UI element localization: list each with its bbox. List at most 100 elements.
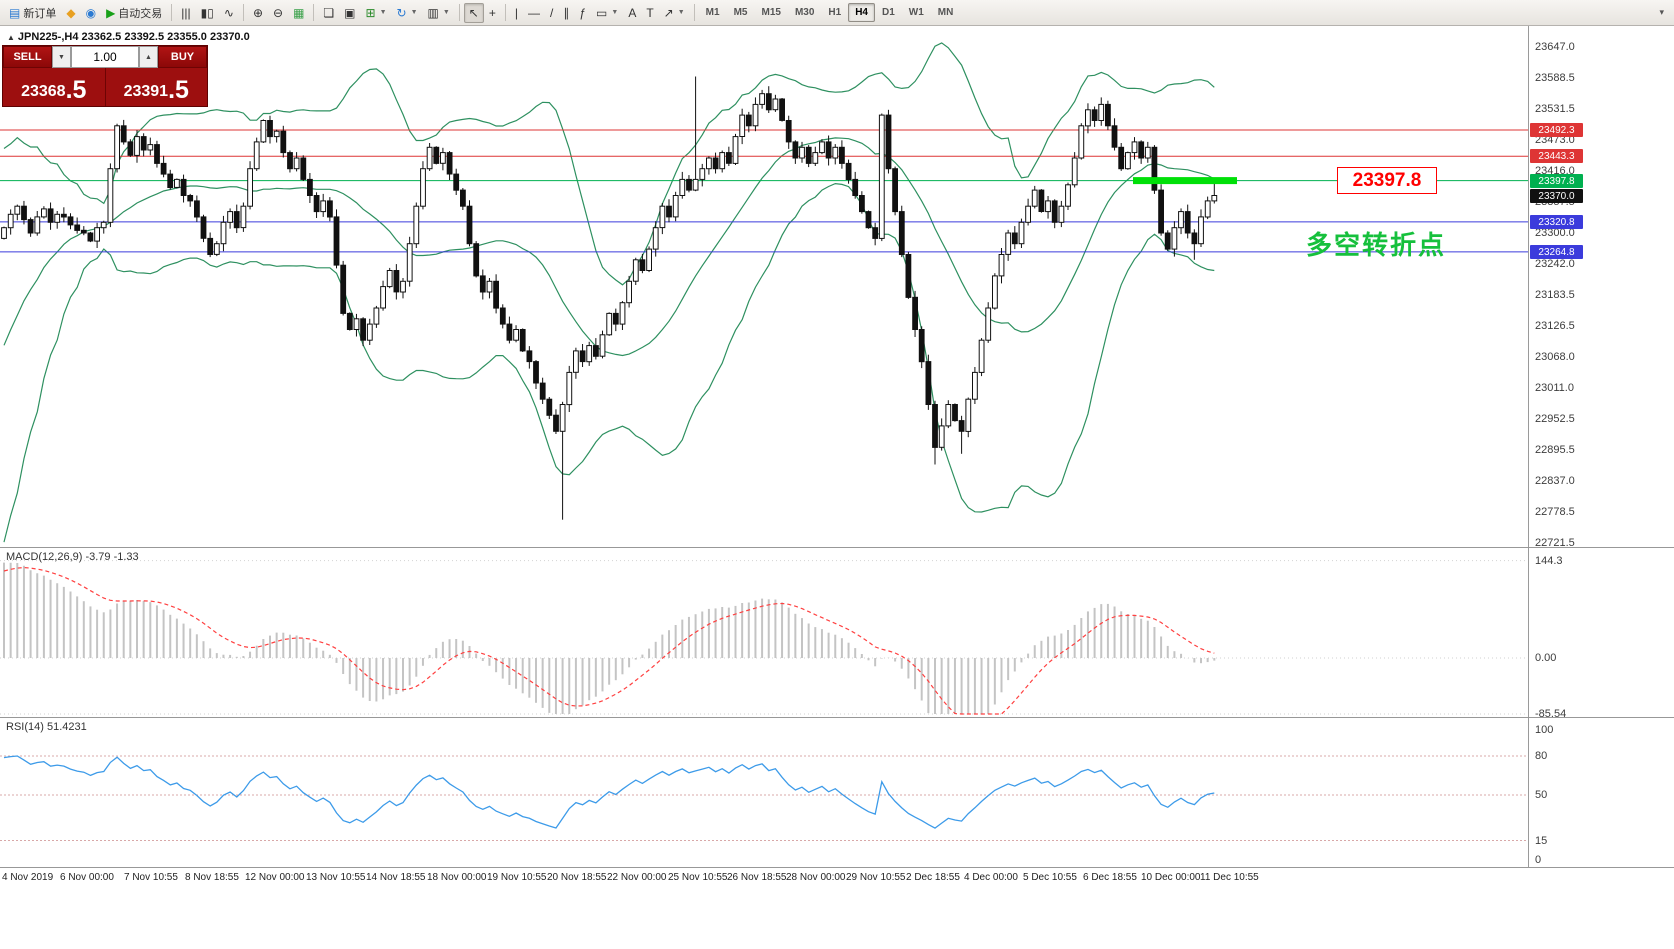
volume-input[interactable] [71, 46, 139, 68]
channel-button[interactable]: ∥ [558, 3, 574, 23]
tile-windows-button[interactable]: ❏ [318, 3, 339, 23]
candlestick-mode-icon: ▮▯ [200, 5, 214, 20]
navigator-button[interactable]: ◉ [81, 3, 101, 23]
market-watch-button[interactable]: ◆ [61, 3, 80, 23]
timeframe-h4[interactable]: H4 [848, 3, 875, 22]
new-chart-button[interactable]: ⊞ ▼ [361, 3, 392, 23]
timeframe-m5[interactable]: M5 [733, 7, 748, 18]
sell-price[interactable]: 23368.5 [3, 68, 105, 106]
autotrading-button-label: 自动交易 [118, 7, 163, 20]
indicators-button[interactable]: ▦ [288, 3, 309, 23]
volume-decrease-button[interactable]: ▼ [52, 46, 71, 68]
chevron-down-icon: ▼ [442, 9, 450, 16]
time-axis[interactable]: 4 Nov 2019 6 Nov 00:00 7 Nov 10:55 8 Nov 18… [0, 867, 1674, 889]
rsi-plot[interactable] [0, 718, 1528, 867]
trendline-button[interactable]: / [545, 3, 558, 23]
timeframe-m1[interactable]: M1 [705, 7, 720, 18]
shapes-icon: ▭ [596, 5, 608, 20]
horizontal-line-button[interactable]: — [523, 3, 545, 23]
price-tick: 23531.5 [1535, 103, 1575, 115]
autotrading-button[interactable]: ▶ 自动交易 [101, 3, 167, 23]
profiles-icon: ↻ [396, 5, 407, 20]
line-chart-button[interactable]: ∿ [219, 3, 239, 23]
price-tick: 23126.5 [1535, 320, 1575, 332]
price-axis[interactable]: 23647.023588.523531.523473.023416.023357… [1528, 26, 1674, 547]
fibonacci-icon: ƒ [579, 5, 587, 20]
cursor-button[interactable]: ↖ [463, 2, 484, 23]
macd-axis-label: 144.3 [1535, 555, 1563, 567]
timeframe-m15[interactable]: M15 [761, 7, 781, 18]
toolbar-separator [313, 4, 315, 21]
sell-button[interactable]: SELL [3, 46, 52, 68]
time-label: 25 Nov 10:55 [668, 872, 728, 883]
chevron-down-icon: ▼ [379, 9, 387, 16]
horizontal-line-icon: — [528, 5, 540, 20]
price-tag-23264.8: 23264.8 [1530, 245, 1583, 259]
candlestick-mode-button[interactable]: ▮▯ [196, 3, 219, 23]
time-label: 4 Dec 00:00 [964, 872, 1018, 883]
price-tag-23370.0: 23370.0 [1530, 189, 1583, 203]
volume-increase-button[interactable]: ▲ [139, 46, 158, 68]
new-order-button[interactable]: ▤ 新订单 [4, 3, 61, 23]
price-tick: 22778.5 [1535, 506, 1575, 518]
profiles-button[interactable]: ↻ ▼ [392, 3, 423, 23]
timeframe-w1[interactable]: W1 [908, 7, 924, 18]
crosshair-button[interactable]: + [484, 3, 501, 23]
toolbar-separator [693, 4, 695, 21]
sell-price-base: 23368 [21, 83, 66, 100]
price-tag-23397.8: 23397.8 [1530, 174, 1583, 188]
toolbar-separator [458, 4, 460, 21]
new-order-icon: ▤ [9, 5, 21, 20]
candlestick-plot[interactable] [0, 26, 1528, 547]
chevron-down-icon: ▼ [410, 9, 418, 16]
buy-price-base: 23391 [123, 83, 169, 100]
timeframe-m30[interactable]: M30 [794, 7, 815, 18]
ohlc-bars-button[interactable]: ||| [176, 3, 195, 23]
time-label: 13 Nov 10:55 [306, 872, 366, 883]
window-bottom-spacer [0, 889, 1674, 949]
cascade-windows-button[interactable]: ▣ [339, 3, 360, 23]
rsi-axis-label: 0 [1535, 854, 1542, 866]
rsi-axis-label: 15 [1535, 835, 1548, 847]
shapes-button[interactable]: ▭ ▼ [591, 3, 623, 23]
toolbar-overflow-button[interactable]: ▾ [1659, 7, 1664, 17]
time-label: 22 Nov 00:00 [607, 872, 667, 883]
autotrading-icon: ▶ [106, 5, 116, 20]
macd-label: MACD(12,26,9) -3.79 -1.33 [6, 551, 139, 563]
chart-expand-icon: ▲ [7, 33, 15, 42]
time-label: 26 Nov 18:55 [727, 872, 787, 883]
arrows-button[interactable]: ↗ ▼ [659, 3, 690, 23]
timeframe-mn[interactable]: MN [937, 7, 954, 18]
buy-button[interactable]: BUY [158, 46, 207, 68]
time-label: 8 Nov 18:55 [185, 872, 239, 883]
price-tick: 23242.0 [1535, 258, 1575, 270]
macd-panel: MACD(12,26,9) -3.79 -1.33 144.3 0.00 -85.5… [0, 547, 1674, 717]
arrows-icon: ↗ [663, 5, 674, 20]
zoom-out-button[interactable]: ⊖ [268, 3, 288, 23]
chart-window: ▲ JPN225-,H4 23362.5 23392.5 23355.0 2337… [0, 26, 1674, 949]
crosshair-icon: + [488, 5, 496, 20]
fibonacci-button[interactable]: ƒ [574, 3, 591, 23]
price-tick: 22721.5 [1535, 537, 1575, 547]
vertical-line-button[interactable]: | [510, 3, 523, 23]
rsi-axis[interactable]: 100 80 50 15 0 [1528, 718, 1674, 867]
time-label: 29 Nov 10:55 [846, 872, 906, 883]
label-button[interactable]: T [641, 3, 658, 23]
time-label: 6 Nov 00:00 [60, 872, 114, 883]
buy-price[interactable]: 23391.5 [106, 68, 208, 106]
timeframe-d1[interactable]: D1 [881, 7, 895, 18]
templates-button[interactable]: ▥ ▼ [423, 3, 455, 23]
price-tick: 23183.5 [1535, 289, 1575, 301]
macd-axis-label: 0.00 [1535, 652, 1557, 664]
timeframe-h1[interactable]: H1 [828, 7, 842, 18]
zoom-in-button[interactable]: ⊕ [248, 3, 268, 23]
buy-price-pips: .5 [168, 75, 189, 104]
time-label: 7 Nov 10:55 [124, 872, 178, 883]
macd-plot[interactable] [0, 548, 1528, 717]
toolbar-separator [242, 4, 244, 21]
toolbar-separator [504, 4, 506, 21]
macd-axis[interactable]: 144.3 0.00 -85.54 [1528, 548, 1674, 717]
text-button[interactable]: A [623, 3, 641, 23]
price-tag-23320.8: 23320.8 [1530, 215, 1583, 229]
